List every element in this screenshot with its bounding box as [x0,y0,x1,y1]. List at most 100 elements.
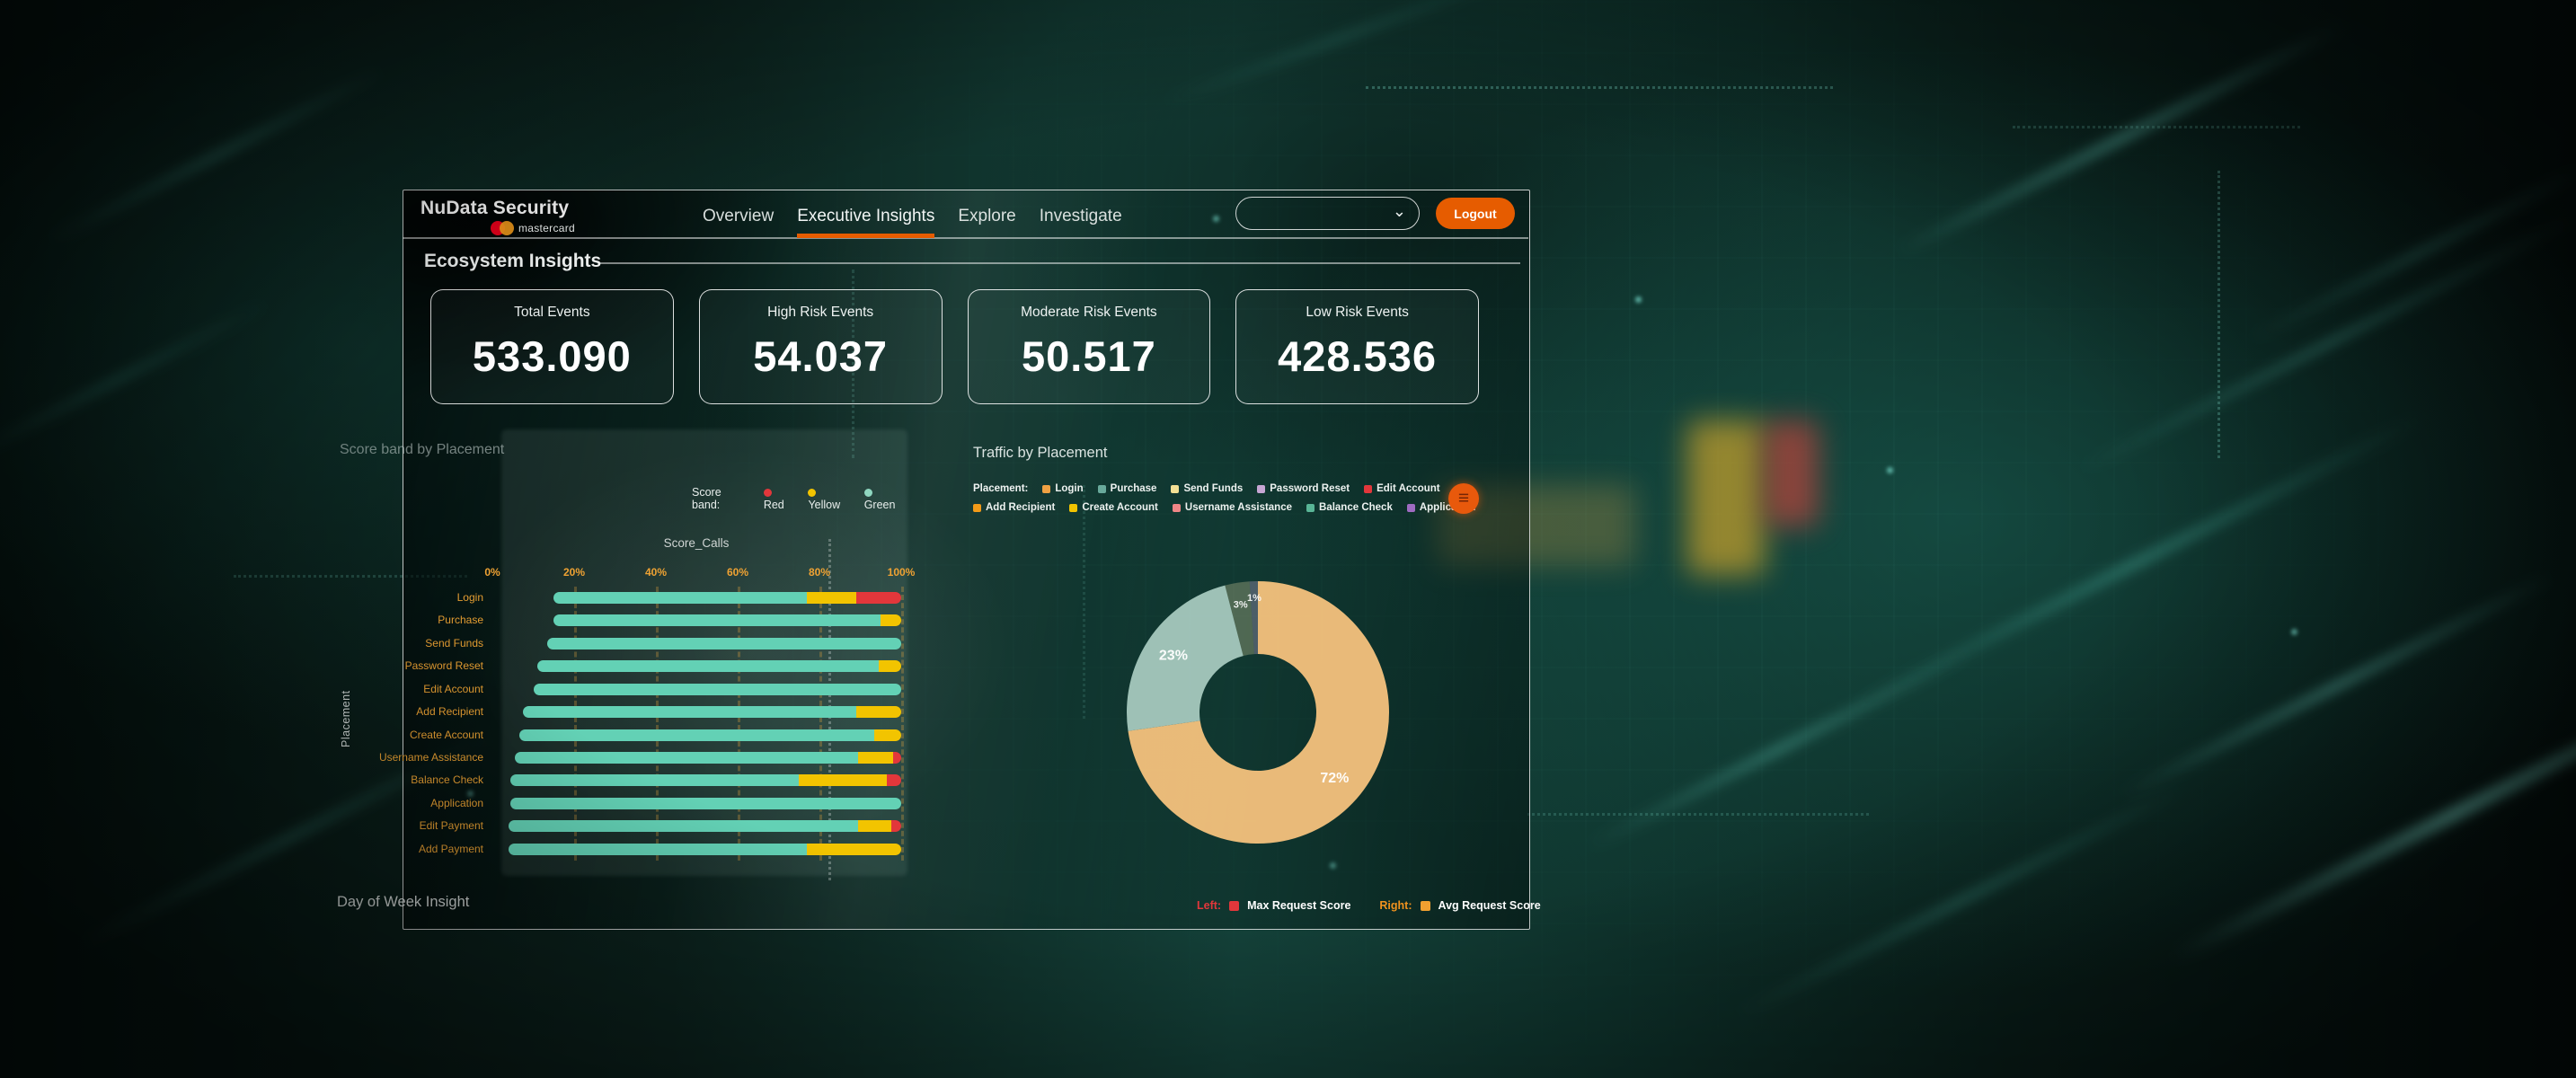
bar-row-send-funds [492,632,901,655]
donut-label-password-reset: 1% [1247,593,1261,604]
gridline [901,587,904,861]
stacked-bar [533,683,901,695]
y-axis-label-edit-payment: Edit Payment [419,819,483,833]
stacked-bar [547,637,901,649]
max-request-score-swatch-icon [1229,900,1240,911]
footer-legend: Left: Max Request Score Right: Avg Request … [1197,899,1541,912]
traffic-legend-row: Placement: Login Purchase Send Funds Passwor… [973,483,1440,494]
add-recipient-swatch-icon [973,503,981,512]
account-select[interactable]: ⌄ [1235,197,1420,230]
yellow-swatch-icon [808,489,817,497]
legend-item-username-assistance: Username Assistance [1172,502,1292,513]
balance-check-swatch-icon [1306,503,1315,512]
legend-item-edit-account: Edit Account [1364,483,1440,494]
stat-card-total-events: Total Events 533.090 [430,289,674,404]
legend-item-add-recipient: Add Recipient [973,502,1055,513]
green-swatch-icon [863,489,872,497]
background-dotted-line [2217,171,2220,458]
legend-item-send-funds: Send Funds [1171,483,1243,494]
scoreband-plot [492,587,904,861]
nav-item-explore[interactable]: Explore [958,207,1016,225]
send-funds-swatch-icon [1171,484,1180,493]
stacked-bar [537,660,901,673]
bar-row-purchase [492,609,901,632]
background-dot [1887,467,1893,473]
section-title: Ecosystem Insights [424,251,602,271]
stacked-bar [553,614,901,627]
donut-label-send-funds: 3% [1234,600,1248,611]
edit-account-swatch-icon [1364,484,1373,493]
nav-item-executive-insights[interactable]: Executive Insights [797,197,935,238]
bar-segment-red [855,592,901,604]
y-axis-label-login: Login [456,591,483,604]
legend-item-red: Red [763,486,797,511]
bar-segment-green [509,820,859,833]
logout-button[interactable]: Logout [1436,198,1515,229]
bar-segment-yellow [858,820,891,833]
scoreband-x-ticks: 0% 20% 40% 60% 80% 100% [484,566,915,579]
stat-card-high-risk-events: High Risk Events 54.037 [698,289,943,404]
bar-row-password-reset [492,655,901,677]
section-rule [600,262,1520,264]
y-axis-label-purchase: Purchase [438,614,483,627]
bar-segment-yellow [858,751,893,764]
stacked-bar [515,751,901,764]
stacked-bar [553,592,901,604]
x-tick-label: 60% [726,566,749,579]
legend-item-password-reset: Password Reset [1257,483,1350,494]
bar-segment-green [518,729,875,741]
x-tick-label: 0% [484,566,500,579]
username-assistance-swatch-icon [1172,503,1181,512]
bar-row-username-assistance [492,747,901,769]
donut-label-purchase: 23% [1159,648,1188,663]
nav-item-investigate[interactable]: Investigate [1039,207,1122,225]
y-axis-label-add-payment: Add Payment [418,842,483,855]
traffic-legend-caption: Placement: [973,483,1029,494]
stat-card-value: 428.536 [1278,332,1438,380]
legend-item-create-account: Create Account [1069,502,1158,513]
stacked-bar [510,774,901,787]
stacked-bar [523,706,901,719]
x-tick-label: 20% [562,566,586,579]
stacked-bar [518,729,901,741]
create-account-swatch-icon [1069,503,1078,512]
bar-row-edit-account [492,678,901,701]
stat-card-value: 54.037 [753,332,888,380]
footer-section-title: Day of Week Insight [337,894,470,910]
bar-segment-red [887,774,901,787]
bar-row-login [492,587,901,609]
legend-item-purchase: Purchase [1097,483,1156,494]
stat-card-label: Low Risk Events [1306,305,1409,320]
background-blob-amber [1687,420,1765,575]
red-swatch-icon [763,489,772,497]
bar-segment-yellow [807,592,856,604]
mastercard-logo-icon [490,221,514,235]
x-tick-label: 100% [887,566,916,579]
bar-segment-yellow [878,660,901,673]
background-dot [1635,296,1642,303]
x-tick-label: 80% [808,566,831,579]
stat-card-moderate-risk-events: Moderate Risk Events 50.517 [967,289,1211,404]
nav-item-overview[interactable]: Overview [703,207,775,225]
stat-card-low-risk-events: Low Risk Events 428.536 [1235,289,1479,404]
bar-segment-green [523,706,856,719]
x-tick-label: 40% [644,566,668,579]
bar-segment-yellow [799,774,888,787]
scoreband-axis-title: Score_Calls [663,536,730,550]
background-dotted-line [1527,813,1869,816]
brand-logo: NuData Security mastercard [420,198,575,235]
traffic-legend-row: Add Recipient Create Account Username Assi… [973,502,1475,513]
scoreband-chart-title: Score band by Placement [340,442,505,457]
chart-menu-icon[interactable]: ≡ [1448,483,1479,514]
bar-segment-green [515,751,859,764]
login-swatch-icon [1042,484,1051,493]
stat-cards-row: Total Events 533.090 High Risk Events 54.03… [430,289,1479,404]
traffic-chart-title: Traffic by Placement [973,445,1108,461]
bar-segment-red [892,751,901,764]
application-swatch-icon [1406,503,1415,512]
background-dotted-line [1366,86,1833,89]
traffic-donut-chart: 72% 23% 3% 1% [1111,564,1408,861]
y-axis-label-application: Application [430,796,483,809]
bar-segment-green [533,683,901,695]
